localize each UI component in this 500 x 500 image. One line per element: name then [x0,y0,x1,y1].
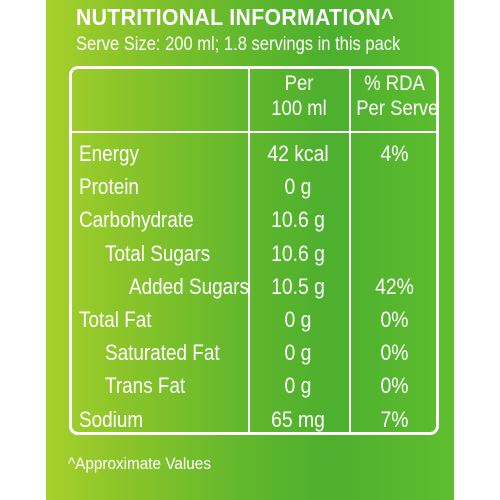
nutrient-rda: 0% [380,373,409,399]
nutrition-table-frame [69,66,439,435]
label-heading: NUTRITIONAL INFORMATION^ [76,4,394,30]
nutrient-name: Added Sugars [129,273,249,299]
nutrient-per-100ml: 0 g [284,307,312,332]
nutrient-row: Carbohydrate 10.6 g [46,203,454,236]
per-100ml-header-line1: Per [284,72,314,95]
nutrient-row: Added Sugars 10.5 g 42% [46,270,454,303]
nutrient-per-100ml: 0 g [284,340,312,366]
nutrient-name: Total Sugars [105,240,211,266]
nutrient-name: Protein [79,174,139,200]
nutrient-per-100ml: 42 kcal [267,141,329,166]
nutrient-per-100ml: 10.6 g [271,207,325,233]
per-100ml-header-line2: 100 ml [271,97,327,120]
column-divider-left [248,67,250,433]
nutrient-name: Energy [79,141,139,166]
nutrient-name: Carbohydrate [79,207,194,233]
nutrient-rda: 42% [375,273,414,299]
column-divider-right [349,67,351,433]
nutrient-name: Total Fat [79,307,152,332]
header-divider [71,131,437,133]
nutrient-name: Trans Fat [105,373,186,399]
nutrient-rda: 7% [380,406,409,432]
nutrient-per-100ml: 10.5 g [271,273,325,299]
serve-size-text: Serve Size: 200 ml; 1.8 servings in this… [76,34,401,55]
nutrient-per-100ml: 65 mg [271,406,325,432]
nutrient-per-100ml: 10.6 g [271,240,325,266]
nutrient-name: Sodium [79,406,144,432]
nutrient-row: Total Fat 0 g 0% [46,303,454,336]
nutrient-row: Energy 42 kcal 4% [46,137,454,170]
rda-header-line1: % RDA [364,72,425,95]
nutrient-row: Protein 0 g [46,170,454,203]
nutrient-rda: 0% [380,340,409,366]
nutrition-label: NUTRITIONAL INFORMATION^ Serve Size: 200… [46,0,454,500]
nutrient-rda: 4% [380,141,409,166]
footnote-text: ^Approximate Values [68,454,211,473]
nutrient-per-100ml: 0 g [284,373,312,399]
rda-header-line2: Per Serve [356,97,439,120]
nutrient-row: Sodium 65 mg 7% [46,403,454,436]
nutrient-row: Saturated Fat 0 g 0% [46,336,454,369]
nutrient-per-100ml: 0 g [284,174,312,200]
nutrient-name: Saturated Fat [105,340,220,366]
nutrient-rda: 0% [380,307,409,332]
nutrient-row: Trans Fat 0 g 0% [46,369,454,402]
nutrient-row: Total Sugars 10.6 g [46,237,454,270]
